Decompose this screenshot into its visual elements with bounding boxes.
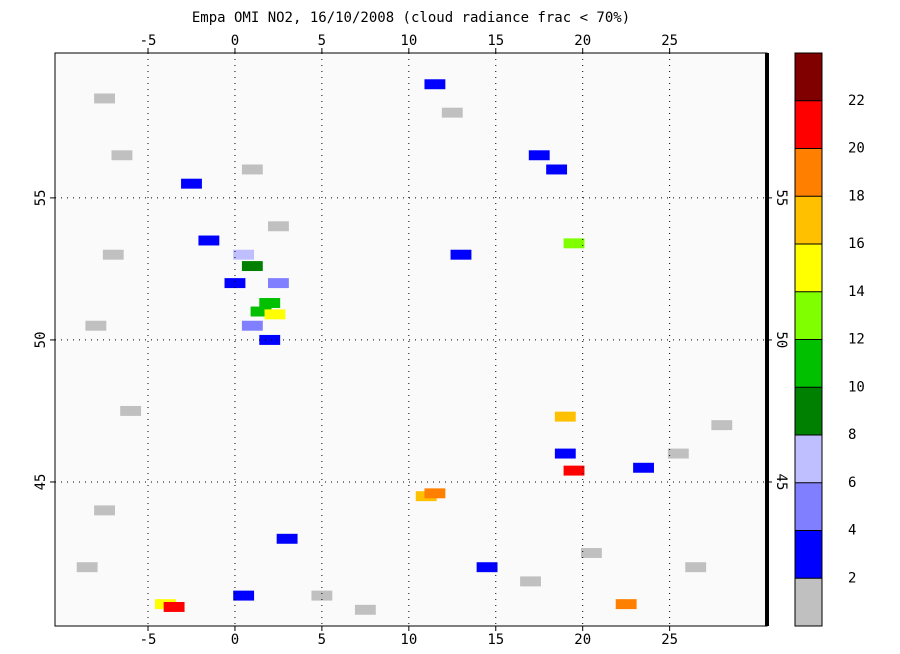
colorbar-label: 8	[848, 427, 856, 443]
no2-cell	[276, 533, 298, 544]
x-tick-label: 10	[400, 632, 417, 648]
map-area	[55, 53, 767, 626]
colorbar-swatch	[795, 435, 822, 483]
no2-cell	[241, 320, 263, 331]
x-tick-label-top: 0	[231, 33, 239, 49]
no2-cell	[554, 411, 576, 422]
y-tick-label: 45	[33, 474, 49, 491]
no2-cell	[102, 249, 124, 260]
no2-cell	[354, 604, 376, 615]
colorbar-swatch	[795, 53, 822, 101]
colorbar-swatch	[795, 291, 822, 340]
no2-cell	[250, 306, 272, 317]
x-tick-label-top: 25	[661, 33, 678, 49]
y-tick-label: 50	[33, 331, 49, 348]
no2-cell	[633, 462, 654, 473]
no2-cell	[546, 164, 568, 175]
colorbar-label: 10	[848, 379, 865, 395]
no2-cell	[528, 150, 550, 161]
no2-cell	[259, 298, 281, 308]
colorbar-swatch	[795, 530, 822, 579]
colorbar-swatch	[795, 148, 822, 197]
colorbar-swatch	[795, 100, 822, 149]
y-tick-label-right: 55	[773, 189, 789, 206]
no2-cell	[267, 278, 289, 289]
colorbar-swatch	[795, 482, 822, 531]
x-tick-label: 0	[231, 632, 239, 648]
x-tick-label-top: -5	[140, 33, 157, 49]
no2-cell	[711, 420, 733, 431]
colorbar-label: 22	[848, 93, 865, 109]
x-tick-label-top: 20	[574, 33, 591, 49]
x-tick-label: 25	[661, 632, 678, 648]
colorbar-swatch	[795, 339, 822, 388]
x-tick-label: -5	[140, 632, 157, 648]
no2-cell	[667, 448, 689, 459]
no2-cell	[198, 235, 220, 246]
no2-cell	[441, 107, 463, 118]
colorbar-swatch	[795, 244, 822, 292]
no2-cell	[111, 150, 133, 161]
x-tick-label-top: 10	[400, 33, 417, 49]
no2-cell	[424, 488, 446, 499]
y-tick-label-right: 50	[773, 331, 789, 348]
colorbar-label: 12	[848, 332, 865, 348]
x-tick-label: 5	[318, 632, 326, 648]
no2-cell	[424, 79, 446, 90]
colorbar-swatch	[795, 196, 822, 244]
no2-cell	[450, 249, 472, 260]
colorbar-label: 14	[848, 284, 865, 300]
no2-cell	[311, 590, 333, 601]
no2-cell	[233, 590, 255, 601]
no2-cell	[85, 320, 107, 331]
colorbar-swatch	[795, 387, 822, 435]
no2-cell	[233, 249, 255, 260]
no2-cell	[241, 164, 263, 175]
x-tick-label-top: 15	[487, 33, 504, 49]
no2-cell	[76, 562, 98, 573]
colorbar-label: 2	[848, 570, 856, 586]
y-tick-label: 55	[33, 189, 49, 206]
no2-cell	[241, 261, 263, 272]
no2-cell	[94, 505, 115, 516]
no2-cell	[685, 562, 707, 573]
y-tick-label-right: 45	[773, 474, 789, 491]
colorbar-swatch	[795, 578, 822, 626]
no2-cell	[554, 448, 576, 459]
no2-cell	[224, 278, 246, 289]
no2-cell	[520, 576, 541, 587]
colorbar-label: 6	[848, 475, 856, 491]
x-tick-label-top: 5	[318, 33, 326, 49]
no2-cell	[181, 178, 202, 189]
no2-cell	[563, 238, 585, 249]
colorbar-label: 20	[848, 141, 865, 157]
x-tick-label: 15	[487, 632, 504, 648]
no2-cell	[580, 548, 602, 558]
no2-cell	[563, 465, 585, 476]
no2-cell	[163, 601, 185, 612]
colorbar-label: 4	[848, 523, 856, 539]
map-title: Empa OMI NO2, 16/10/2008 (cloud radiance…	[192, 10, 630, 26]
no2-cell	[259, 334, 281, 345]
no2-cell	[94, 93, 115, 104]
no2-cell	[476, 562, 498, 573]
colorbar-label: 18	[848, 188, 865, 204]
x-tick-label: 20	[574, 632, 591, 648]
no2-cell	[267, 221, 289, 232]
no2-cell	[615, 599, 637, 610]
no2-cell	[120, 405, 142, 416]
colorbar-label: 16	[848, 236, 865, 252]
no2-cell	[264, 309, 286, 320]
